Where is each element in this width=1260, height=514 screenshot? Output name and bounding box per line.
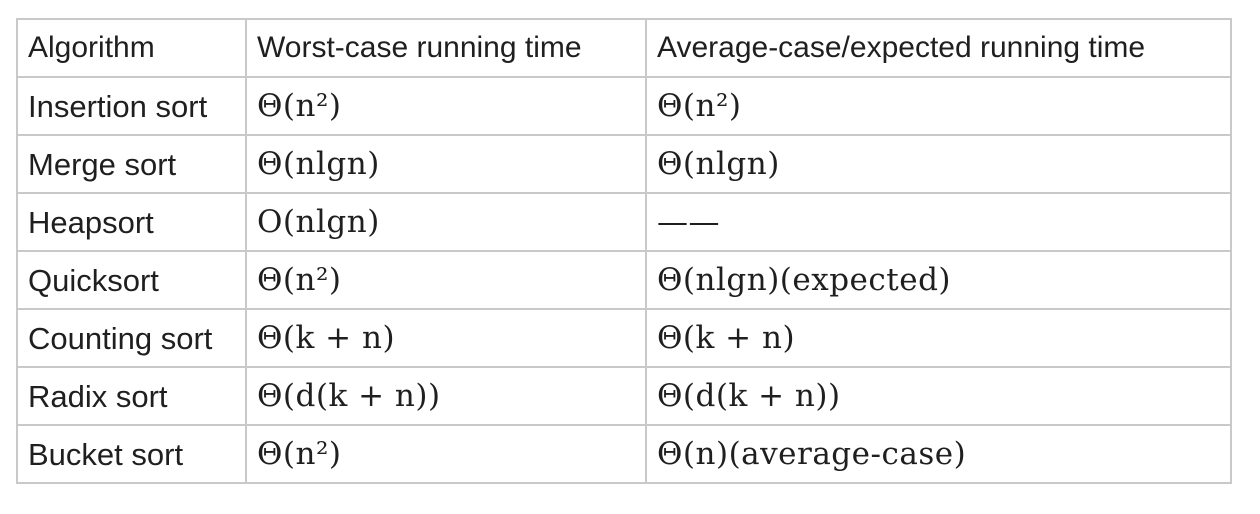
average-case-time: Θ(d(k + n)) <box>645 366 1232 426</box>
algorithm-name: Quicksort <box>16 250 247 310</box>
worst-case-time: Θ(nlgn) <box>245 134 647 194</box>
algorithm-name: Insertion sort <box>16 76 247 136</box>
table-header: Algorithm Worst-case running time Averag… <box>16 18 1232 78</box>
header-average-case: Average-case/expected running time <box>645 18 1232 78</box>
worst-case-time: O(nlgn) <box>245 192 647 252</box>
average-case-time: —— <box>645 192 1232 252</box>
algorithm-name: Counting sort <box>16 308 247 368</box>
header-algorithm: Algorithm <box>16 18 247 78</box>
table-row: Bucket sort Θ(n²) Θ(n)(average-case) <box>16 424 1232 484</box>
worst-case-time: Θ(n²) <box>245 76 647 136</box>
average-case-time: Θ(k + n) <box>645 308 1232 368</box>
worst-case-time: Θ(n²) <box>245 424 647 484</box>
table-row: Merge sort Θ(nlgn) Θ(nlgn) <box>16 134 1232 194</box>
header-worst-case: Worst-case running time <box>245 18 647 78</box>
table-row: Insertion sort Θ(n²) Θ(n²) <box>16 76 1232 136</box>
sorting-complexity-table: Algorithm Worst-case running time Averag… <box>16 18 1232 484</box>
algorithm-name: Merge sort <box>16 134 247 194</box>
average-case-time: Θ(nlgn)(expected) <box>645 250 1232 310</box>
algorithm-name: Bucket sort <box>16 424 247 484</box>
average-case-time: Θ(n)(average-case) <box>645 424 1232 484</box>
sorting-complexity-table-container: Algorithm Worst-case running time Averag… <box>16 18 1232 484</box>
worst-case-time: Θ(k + n) <box>245 308 647 368</box>
algorithm-name: Radix sort <box>16 366 247 426</box>
worst-case-time: Θ(d(k + n)) <box>245 366 647 426</box>
algorithm-name: Heapsort <box>16 192 247 252</box>
table-row: Counting sort Θ(k + n) Θ(k + n) <box>16 308 1232 368</box>
average-case-time: Θ(n²) <box>645 76 1232 136</box>
header-row: Algorithm Worst-case running time Averag… <box>16 18 1232 78</box>
table-row: Heapsort O(nlgn) —— <box>16 192 1232 252</box>
table-body: Insertion sort Θ(n²) Θ(n²) Merge sort Θ(… <box>16 76 1232 484</box>
worst-case-time: Θ(n²) <box>245 250 647 310</box>
average-case-time: Θ(nlgn) <box>645 134 1232 194</box>
table-row: Radix sort Θ(d(k + n)) Θ(d(k + n)) <box>16 366 1232 426</box>
table-row: Quicksort Θ(n²) Θ(nlgn)(expected) <box>16 250 1232 310</box>
